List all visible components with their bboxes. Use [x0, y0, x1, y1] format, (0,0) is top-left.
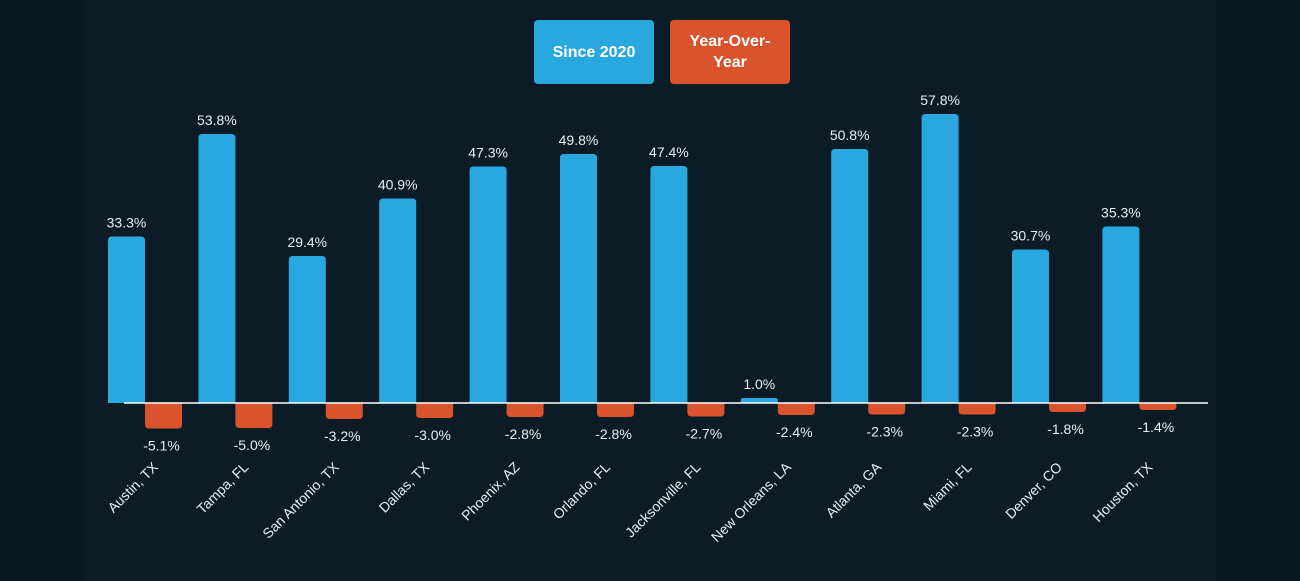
x-tick-label: Tampa, FL	[193, 459, 251, 517]
x-tick-label: Miami, FL	[920, 459, 975, 514]
x-tick-label: Orlando, FL	[550, 459, 614, 523]
data-label-year-over-year: -5.1%	[143, 438, 180, 454]
x-tick-label: Atlanta, GA	[822, 458, 884, 520]
x-tick-label: San Antonio, TX	[259, 458, 342, 541]
bar-year-over-year	[687, 403, 725, 417]
data-label-since-2020: 57.8%	[920, 92, 960, 108]
data-label-since-2020: 53.8%	[197, 112, 237, 128]
data-label-year-over-year: -2.3%	[957, 424, 994, 440]
x-tick-label: New Orleans, LA	[708, 458, 795, 545]
data-label-since-2020: 49.8%	[559, 132, 599, 148]
bar-since-2020	[469, 166, 507, 403]
data-label-year-over-year: -2.8%	[595, 426, 632, 442]
bar-since-2020	[1102, 226, 1140, 403]
legend-since-2020: Since 2020	[534, 20, 654, 84]
bar-year-over-year	[325, 403, 363, 419]
x-tick-label: Denver, CO	[1002, 459, 1065, 522]
bar-since-2020	[740, 398, 778, 403]
x-tick-label: Houston, TX	[1089, 458, 1156, 525]
legend: Since 2020 Year-Over-Year	[0, 20, 1300, 84]
legend-year-over-year: Year-Over-Year	[670, 20, 790, 84]
data-label-year-over-year: -2.3%	[866, 424, 903, 440]
bar-since-2020	[560, 154, 597, 403]
bar-since-2020	[921, 114, 959, 403]
bar-year-over-year	[235, 403, 273, 428]
data-label-since-2020: 33.3%	[107, 215, 147, 231]
data-label-year-over-year: -2.4%	[776, 424, 813, 440]
data-label-since-2020: 35.3%	[1101, 205, 1141, 221]
bar-year-over-year	[506, 403, 544, 417]
data-label-year-over-year: -2.8%	[505, 426, 542, 442]
data-label-year-over-year: -1.4%	[1138, 419, 1175, 435]
bar-year-over-year	[1139, 403, 1177, 410]
bar-year-over-year	[597, 403, 634, 417]
bar-since-2020	[650, 166, 688, 403]
bar-since-2020	[379, 198, 417, 403]
data-label-year-over-year: -3.0%	[414, 427, 451, 443]
bar-since-2020	[1012, 249, 1049, 403]
data-label-year-over-year: -3.2%	[324, 428, 361, 444]
bar-since-2020	[288, 256, 326, 403]
x-tick-label: Dallas, TX	[376, 458, 433, 515]
bar-year-over-year	[958, 403, 996, 415]
bar-year-over-year	[868, 403, 906, 415]
data-label-since-2020: 40.9%	[378, 177, 418, 193]
data-label-since-2020: 1.0%	[743, 376, 775, 392]
x-tick-label: Austin, TX	[104, 458, 161, 515]
bar-since-2020	[198, 134, 236, 403]
x-tick-label: Jacksonville, FL	[622, 459, 704, 541]
data-label-since-2020: 29.4%	[287, 234, 327, 250]
data-label-since-2020: 30.7%	[1011, 228, 1051, 244]
bar-since-2020	[831, 149, 869, 403]
data-label-since-2020: 47.4%	[649, 144, 689, 160]
data-label-since-2020: 50.8%	[830, 127, 870, 143]
data-label-year-over-year: -5.0%	[234, 437, 271, 453]
bar-year-over-year	[416, 403, 454, 418]
bar-year-over-year	[1049, 403, 1086, 412]
x-tick-label: Phoenix, AZ	[458, 458, 523, 523]
bar-year-over-year	[777, 403, 815, 415]
bar-since-2020	[108, 236, 145, 403]
data-label-year-over-year: -1.8%	[1047, 421, 1084, 437]
data-label-year-over-year: -2.7%	[686, 426, 723, 442]
data-label-since-2020: 47.3%	[468, 145, 508, 161]
bar-year-over-year	[145, 403, 182, 429]
